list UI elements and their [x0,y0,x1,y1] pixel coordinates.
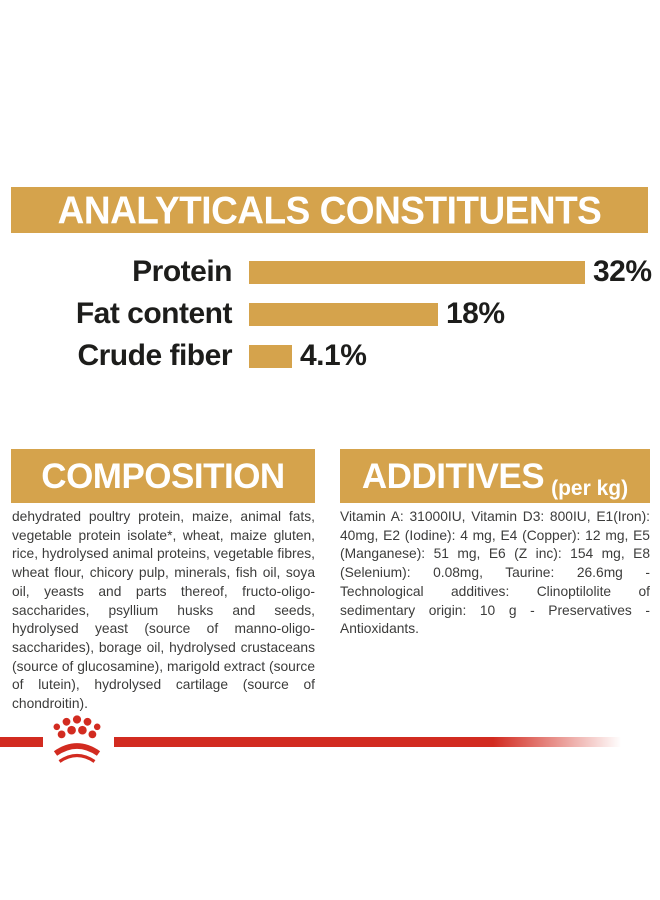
chart-value-label: 32% [593,255,652,288]
chart-category-label: Protein [132,255,232,288]
chart-category-label: Fat content [75,297,233,330]
royal-canin-crown-logo [53,715,101,763]
chart-bar [249,344,292,368]
analytical-constituents-chart: Protein 32% Fat content 18% Crude fiber 4.1% [0,251,660,377]
analyticals-title: ANALYTICALS CONSTITUENTS [57,188,602,232]
crown-dots [53,715,101,739]
chart-row: Protein 32% [0,251,660,293]
composition-title: COMPOSITION [41,456,285,496]
brand-divider [0,712,660,772]
divider-line-left [0,737,43,747]
additives-unit-label: (per kg) [551,477,629,500]
chart-category-label: Crude fiber [77,339,232,372]
chart-bar [249,260,585,284]
divider-line-right [114,737,648,747]
composition-header-band: COMPOSITION [11,449,315,503]
chart-row: Crude fiber 4.1% [0,335,660,377]
additives-header-band: ADDITIVES (per kg) [340,449,650,503]
chart-bar [249,302,438,326]
additives-title: ADDITIVES [361,456,545,496]
chart-value-label: 18% [446,297,505,330]
crown-arcs [53,743,101,763]
additives-text: Vitamin A: 31000IU, Vitamin D3: 800IU, E… [340,509,650,637]
chart-value-label: 4.1% [300,339,367,372]
analyticals-header-band: ANALYTICALS CONSTITUENTS [11,187,648,233]
chart-row: Fat content 18% [0,293,660,335]
composition-text: dehydrated poultry protein, maize, anima… [12,509,315,712]
